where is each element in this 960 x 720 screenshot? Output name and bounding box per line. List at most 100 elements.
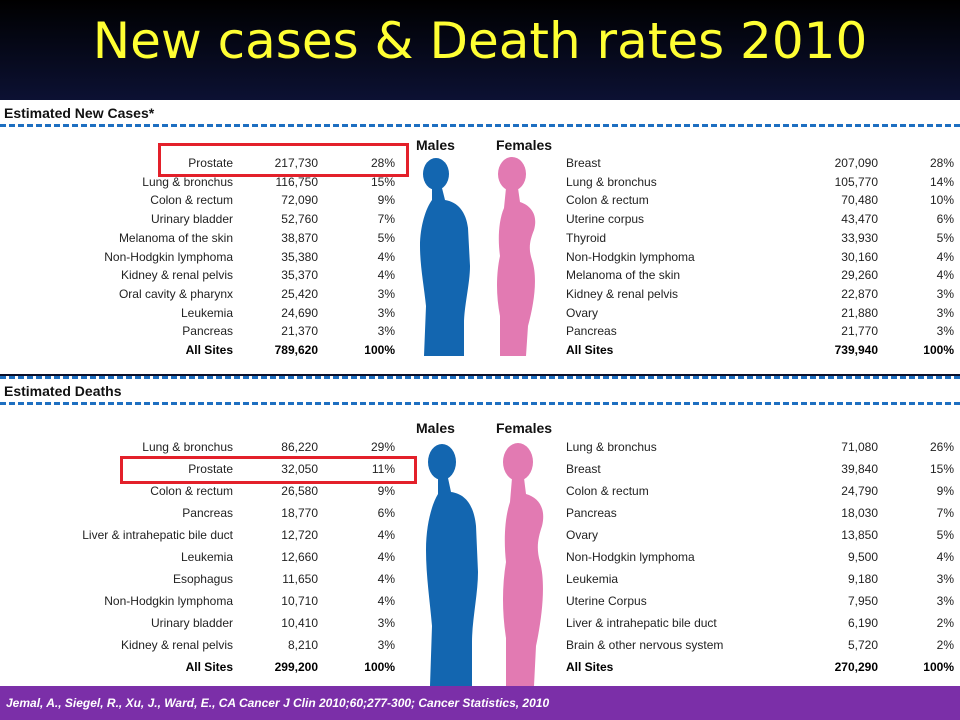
- female-percent: 9%: [936, 484, 954, 498]
- table-row: Esophagus 11,650 4% Leukemia 9,180 3%: [0, 570, 960, 588]
- male-silhouette-icon: [420, 158, 470, 356]
- males-header: Males: [416, 137, 455, 153]
- female-percent: 6%: [936, 212, 954, 227]
- female-site: Lung & bronchus: [566, 174, 657, 189]
- female-site: Liver & intrahepatic bile duct: [566, 616, 717, 630]
- male-site: Non-Hodgkin lymphoma: [104, 594, 233, 608]
- male-site: Oral cavity & pharynx: [118, 286, 233, 301]
- male-percent: 4%: [377, 572, 395, 586]
- total-row: All Sites 299,200 100% All Sites 270,290 100%: [0, 658, 960, 676]
- female-percent: 3%: [936, 324, 954, 339]
- male-count: 789,620: [274, 343, 318, 357]
- females-header: Females: [496, 137, 553, 153]
- table-row: Non-Hodgkin lymphoma 35,380 4% Non-Hodgkin …: [0, 248, 960, 266]
- male-percent: 28%: [370, 156, 395, 170]
- female-count: 43,470: [841, 212, 878, 227]
- male-site: Prostate: [188, 462, 233, 476]
- male-count: 32,050: [281, 462, 318, 476]
- female-count: 6,190: [847, 616, 878, 630]
- female-site: Colon & rectum: [566, 193, 649, 208]
- females-header: Females: [496, 420, 553, 436]
- slide-title: New cases & Death rates 2010: [92, 12, 868, 70]
- female-count: 7,950: [847, 594, 878, 608]
- female-count: 207,090: [834, 156, 878, 170]
- table-row: Melanoma of the skin 38,870 5% Thyroid 33,93…: [0, 229, 960, 247]
- male-site: Non-Hodgkin lymphoma: [104, 249, 233, 264]
- female-count: 24,790: [841, 484, 878, 498]
- male-percent: 4%: [377, 249, 395, 264]
- male-count: 10,710: [281, 594, 318, 608]
- female-count: 30,160: [841, 249, 878, 264]
- table-row: Pancreas 18,770 6% Pancreas 18,030 7%: [0, 504, 960, 522]
- male-site: Lung & bronchus: [142, 440, 233, 454]
- female-percent: 100%: [923, 343, 954, 357]
- female-site: Uterine corpus: [566, 212, 645, 227]
- female-percent: 15%: [929, 462, 954, 476]
- female-site: Non-Hodgkin lymphoma: [566, 550, 695, 564]
- female-percent: 2%: [936, 616, 954, 630]
- male-percent: 11%: [371, 462, 395, 476]
- female-site: Melanoma of the skin: [566, 268, 681, 283]
- male-count: 116,750: [275, 174, 319, 189]
- female-site: Leukemia: [566, 572, 619, 586]
- males-header: Males: [416, 420, 455, 436]
- female-count: 39,840: [841, 462, 878, 476]
- female-site: Lung & bronchus: [566, 440, 657, 454]
- slide-header: New cases & Death rates 2010: [0, 0, 960, 100]
- female-percent: 4%: [936, 550, 954, 564]
- female-count: 21,770: [841, 324, 878, 339]
- female-site: Thyroid: [566, 230, 607, 245]
- male-site: Leukemia: [180, 550, 233, 564]
- female-count: 21,880: [841, 305, 878, 320]
- male-percent: 4%: [377, 528, 395, 542]
- male-site: All Sites: [185, 660, 233, 674]
- female-site: Pancreas: [566, 324, 617, 339]
- male-count: 8,210: [287, 638, 318, 652]
- male-site: Urinary bladder: [150, 212, 233, 227]
- female-count: 18,030: [841, 506, 878, 520]
- male-count: 25,420: [281, 286, 318, 301]
- male-site: All Sites: [185, 343, 233, 357]
- table-row: Liver & intrahepatic bile duct 12,720 4% Ov…: [0, 526, 960, 544]
- female-count: 739,940: [834, 343, 878, 357]
- male-count: 86,220: [281, 440, 318, 454]
- female-site: Pancreas: [566, 506, 617, 520]
- male-percent: 100%: [364, 343, 395, 357]
- female-count: 270,290: [834, 660, 878, 674]
- deaths-heading: Estimated Deaths: [4, 383, 122, 399]
- deaths-panel: Estimated Deaths Males Females Lung & br…: [0, 376, 960, 686]
- male-site: Liver & intrahepatic bile duct: [82, 528, 233, 542]
- table-row: Colon & rectum 26,580 9% Colon & rectum 24,7…: [0, 482, 960, 500]
- table-row: Lung & bronchus 116,750 15% Lung & bronchus…: [0, 173, 960, 191]
- dashed-divider: [0, 124, 960, 127]
- male-percent: 5%: [377, 230, 395, 245]
- male-site: Pancreas: [182, 324, 233, 339]
- new-cases-heading: Estimated New Cases*: [4, 105, 155, 121]
- prostate-deaths-highlight: [120, 456, 417, 484]
- male-percent: 15%: [370, 174, 395, 189]
- table-row: Urinary bladder 52,760 7% Uterine corpus 43,…: [0, 210, 960, 228]
- female-percent: 4%: [936, 249, 954, 264]
- female-site: Breast: [566, 156, 601, 170]
- female-percent: 3%: [936, 286, 954, 301]
- male-site: Kidney & renal pelvis: [120, 268, 233, 283]
- female-site: Brain & other nervous system: [566, 638, 724, 652]
- female-site: Kidney & renal pelvis: [566, 286, 679, 301]
- dashed-divider: [0, 402, 960, 405]
- table-row: Prostate 217,730 28% Breast 207,090 28%: [0, 154, 960, 172]
- female-percent: 26%: [929, 440, 954, 454]
- male-percent: 9%: [377, 193, 395, 208]
- male-count: 38,870: [281, 230, 318, 245]
- male-percent: 4%: [377, 550, 395, 564]
- citation-bar: Jemal, A., Siegel, R., Xu, J., Ward, E.,…: [0, 686, 960, 720]
- table-row: Oral cavity & pharynx 25,420 3% Kidney & re…: [0, 285, 960, 303]
- male-percent: 3%: [377, 286, 395, 301]
- female-percent: 3%: [936, 305, 954, 320]
- male-site: Melanoma of the skin: [118, 230, 233, 245]
- male-count: 21,370: [281, 324, 318, 339]
- female-percent: 3%: [936, 572, 954, 586]
- male-percent: 3%: [377, 616, 395, 630]
- table-row: Pancreas 21,370 3% Pancreas 21,770 3%: [0, 322, 960, 340]
- table-row: Urinary bladder 10,410 3% Liver & intrahepa…: [0, 614, 960, 632]
- male-percent: 100%: [364, 660, 395, 674]
